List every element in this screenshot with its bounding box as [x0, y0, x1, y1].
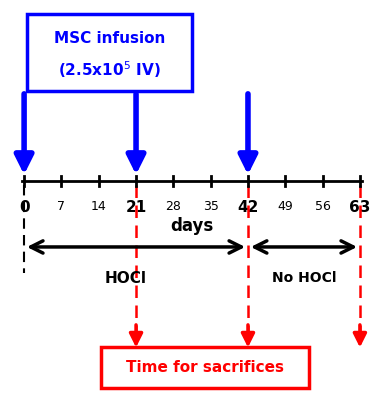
Text: (2.5x10$^5$ IV): (2.5x10$^5$ IV)	[58, 59, 161, 80]
Text: 49: 49	[277, 200, 293, 213]
Text: 21: 21	[126, 200, 147, 215]
Text: 42: 42	[237, 200, 259, 215]
Text: days: days	[170, 217, 214, 235]
Text: HOCl: HOCl	[104, 271, 146, 286]
Text: Time for sacrifices: Time for sacrifices	[126, 360, 284, 375]
Text: 28: 28	[166, 200, 181, 213]
Text: 56: 56	[314, 200, 331, 213]
Text: 7: 7	[58, 200, 65, 213]
Text: 63: 63	[349, 200, 371, 215]
Text: 35: 35	[203, 200, 218, 213]
Text: MSC infusion: MSC infusion	[54, 31, 165, 46]
Text: No HOCl: No HOCl	[272, 271, 336, 285]
Text: 14: 14	[91, 200, 107, 213]
Text: 0: 0	[19, 200, 30, 215]
FancyBboxPatch shape	[27, 14, 192, 91]
FancyBboxPatch shape	[101, 346, 309, 388]
